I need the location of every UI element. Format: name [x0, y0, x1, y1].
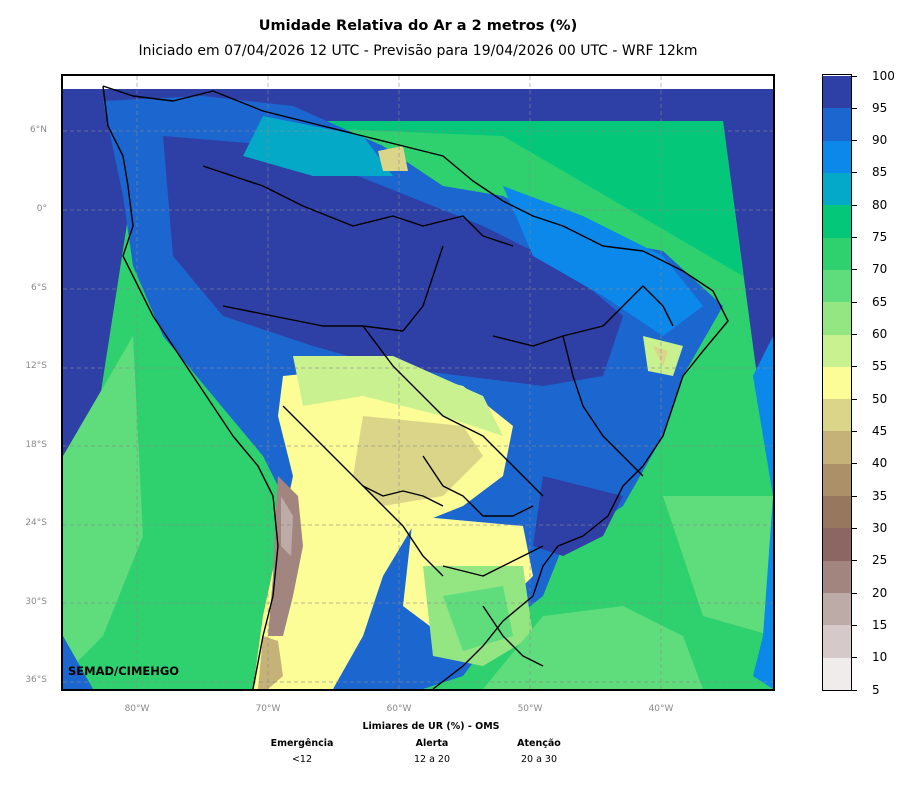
chart-subtitle: Iniciado em 07/04/2026 12 UTC - Previsão…	[138, 43, 698, 59]
colorbar-tick	[852, 495, 857, 497]
colorbar-tick	[852, 560, 857, 562]
colorbar-tick-label: 90	[872, 133, 888, 148]
colorbar-tick-label: 70	[872, 262, 888, 277]
colorbar-tick-label: 45	[872, 423, 888, 438]
colorbar-segment	[823, 269, 851, 303]
lon-tick-label: 50°W	[517, 704, 543, 714]
colorbar-tick	[852, 366, 857, 368]
map-credit: SEMAD/CIMEHGO	[68, 664, 180, 678]
lat-tick-label: 0°	[36, 204, 47, 214]
chart-title: Umidade Relativa do Ar a 2 metros (%)	[258, 18, 578, 34]
colorbar-tick	[852, 301, 857, 303]
colorbar-tick	[852, 463, 857, 465]
colorbar-tick	[852, 657, 857, 659]
colorbar-tick-label: 95	[872, 100, 888, 115]
colorbar-segment	[823, 592, 851, 626]
colorbar-tick	[852, 204, 857, 206]
colorbar-tick	[852, 430, 857, 432]
colorbar-tick-label: 10	[872, 650, 888, 665]
threshold-value: <12	[291, 754, 313, 765]
threshold-label: Atenção	[517, 738, 561, 749]
colorbar-segment	[823, 560, 851, 594]
colorbar-tick-label: 35	[872, 488, 888, 503]
map-panel	[61, 74, 775, 691]
threshold-value: 12 a 20	[413, 754, 451, 765]
colorbar-tick-label: 50	[872, 391, 888, 406]
colorbar-tick	[852, 75, 857, 77]
colorbar-tick	[852, 592, 857, 594]
colorbar-segment	[823, 430, 851, 464]
colorbar-tick-label: 25	[872, 553, 888, 568]
lon-tick-label: 40°W	[648, 704, 674, 714]
colorbar-tick-label: 30	[872, 520, 888, 535]
colorbar	[822, 74, 852, 691]
colorbar-tick-label: 80	[872, 197, 888, 212]
colorbar-segment	[823, 366, 851, 400]
colorbar-tick-label: 65	[872, 294, 888, 309]
lat-tick-label: 12°S	[25, 361, 47, 371]
colorbar-tick-label: 20	[872, 585, 888, 600]
lat-tick-label: 6°S	[31, 283, 47, 293]
colorbar-tick	[852, 237, 857, 239]
colorbar-tick-label: 5	[872, 682, 880, 697]
colorbar-tick-label: 85	[872, 165, 888, 180]
colorbar-tick	[852, 398, 857, 400]
humidity-map	[63, 76, 773, 689]
colorbar-tick-label: 60	[872, 327, 888, 342]
colorbar-tick-label: 55	[872, 359, 888, 374]
colorbar-segment	[823, 657, 851, 690]
colorbar-tick	[852, 689, 857, 691]
colorbar-tick	[852, 140, 857, 142]
colorbar-tick	[852, 624, 857, 626]
colorbar-segment	[823, 140, 851, 173]
colorbar-segment	[823, 463, 851, 497]
colorbar-segment	[823, 624, 851, 658]
colorbar-segment	[823, 107, 851, 141]
colorbar-tick	[852, 269, 857, 271]
colorbar-tick-label: 100	[872, 68, 895, 83]
threshold-label: Alerta	[415, 738, 449, 749]
lon-tick-label: 80°W	[124, 704, 150, 714]
lon-tick-label: 70°W	[255, 704, 281, 714]
colorbar-segment	[823, 495, 851, 529]
colorbar-segment	[823, 204, 851, 238]
lat-tick-label: 18°S	[25, 440, 47, 450]
colorbar-segment	[823, 334, 851, 367]
threshold-legend-title: Limiares de UR (%) - OMS	[362, 721, 500, 732]
colorbar-segment	[823, 527, 851, 561]
colorbar-segment	[823, 172, 851, 206]
colorbar-tick	[852, 172, 857, 174]
colorbar-tick	[852, 107, 857, 109]
colorbar-tick-label: 15	[872, 617, 888, 632]
colorbar-segment	[823, 237, 851, 270]
threshold-label: Emergência	[270, 738, 334, 749]
lat-tick-label: 24°S	[25, 518, 47, 528]
lat-tick-label: 36°S	[25, 675, 47, 685]
lat-tick-label: 6°N	[30, 125, 47, 135]
colorbar-tick	[852, 334, 857, 336]
colorbar-segment	[823, 301, 851, 335]
lon-tick-label: 60°W	[386, 704, 412, 714]
colorbar-tick-label: 75	[872, 230, 888, 245]
lat-tick-label: 30°S	[25, 597, 47, 607]
colorbar-segment	[823, 398, 851, 432]
colorbar-tick-label: 40	[872, 456, 888, 471]
colorbar-segment	[823, 75, 851, 109]
colorbar-tick	[852, 527, 857, 529]
threshold-value: 20 a 30	[520, 754, 558, 765]
